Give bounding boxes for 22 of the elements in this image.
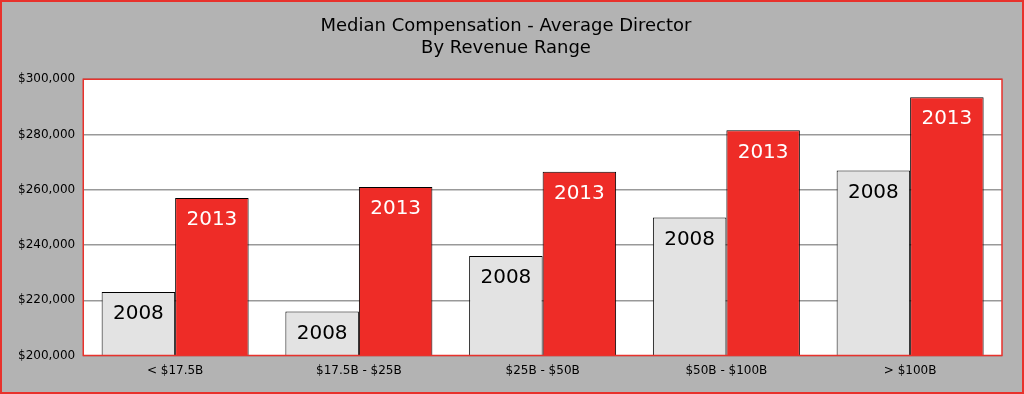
y-tick-label: $300,000: [17, 71, 76, 86]
series-label: 2008: [296, 319, 348, 344]
chart-title: Median Compensation - Average Director By Revenue Range: [320, 14, 693, 58]
x-tick-label: > $100B: [883, 362, 937, 377]
text: 2013: [737, 138, 789, 163]
text: 2013: [553, 180, 605, 204]
y-tick-label: $280,000: [17, 126, 76, 141]
text: 2013: [921, 105, 973, 130]
text: 2013: [186, 206, 238, 231]
x-tick-label: $25B - $50B: [505, 362, 580, 377]
x-tick-label: $50B - $100B: [685, 362, 768, 377]
y-tick-label: $200,000: [17, 347, 76, 362]
y-tick-label: $220,000: [17, 292, 76, 307]
x-tick-label: $17.5B - $25B: [316, 362, 402, 377]
x-tick-label: < $17.5B: [146, 362, 204, 377]
text: 2008: [112, 300, 164, 325]
y-tick-label: $260,000: [17, 181, 76, 196]
text: 2008: [480, 264, 532, 289]
text: 2008: [847, 178, 899, 203]
series-label: 2013: [370, 195, 422, 220]
y-tick-label: $240,000: [17, 237, 76, 252]
text: 2008: [664, 225, 716, 250]
